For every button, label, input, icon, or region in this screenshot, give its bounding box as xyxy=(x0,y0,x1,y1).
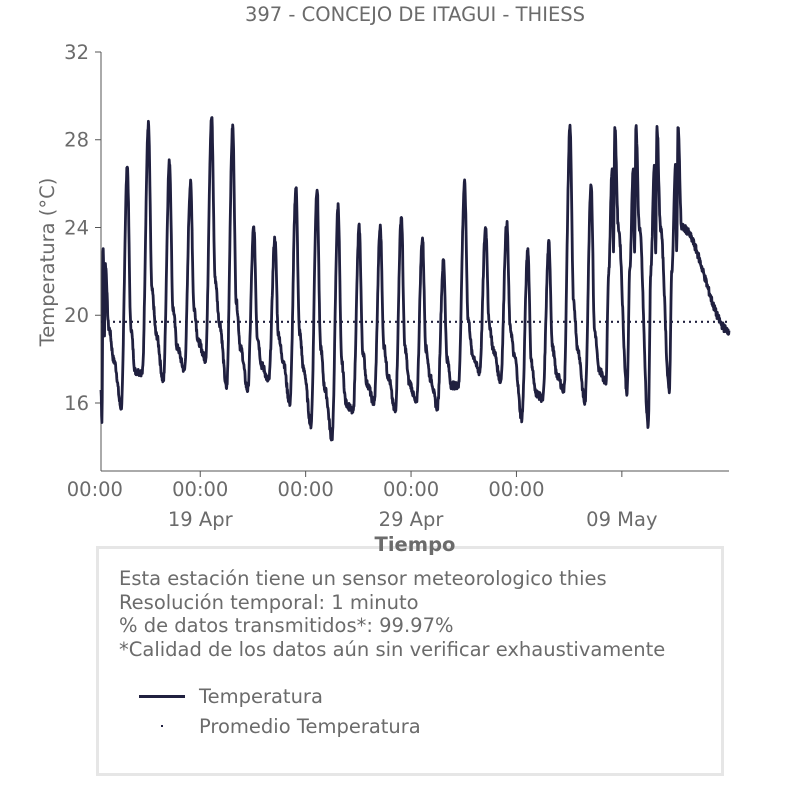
y-tick-label: 20 xyxy=(64,304,89,327)
info-quality-note: *Calidad de los datos aún sin verificar … xyxy=(119,637,666,661)
x-tick-label-date: 19 Apr xyxy=(168,508,234,531)
legend-line-swatch xyxy=(139,681,185,711)
y-tick-label: 28 xyxy=(64,129,89,152)
info-sensor-line: Esta estación tiene un sensor meteorolog… xyxy=(119,567,607,590)
legend-item-promedio: Promedio Temperatura xyxy=(139,711,421,741)
legend: Temperatura Promedio Temperatura xyxy=(139,681,421,741)
x-tick-label-time: 00:00 xyxy=(67,478,123,501)
chart-title: 397 - CONCEJO DE ITAGUI - THIESS xyxy=(245,3,585,26)
x-tick-label-time: 00:00 xyxy=(278,478,334,501)
y-axis-label: Temperatura (°C) xyxy=(36,178,59,348)
legend-label-temperatura: Temperatura xyxy=(199,684,323,708)
info-resolution-line: Resolución temporal: 1 minuto xyxy=(119,590,419,614)
x-tick-label-date: 29 Apr xyxy=(379,508,445,531)
info-transmitted-line: % de datos transmitidos*: 99.97% xyxy=(119,614,454,637)
legend-dot-swatch xyxy=(139,711,185,741)
temperature-chart: 397 - CONCEJO DE ITAGUI - THIESS 16 20 24 2… xyxy=(36,3,731,531)
x-axis: 00:00 00:00 19 Apr 00:00 00:00 29 Apr 00:00 09 … xyxy=(67,470,729,531)
info-box: Esta estación tiene un sensor meteorolog… xyxy=(96,546,724,776)
x-tick-label-time: 00:00 xyxy=(488,478,544,501)
y-tick-label: 24 xyxy=(64,216,89,239)
x-tick-label-date: 09 May xyxy=(586,508,657,531)
info-text: Esta estación tiene un sensor meteorolog… xyxy=(119,567,665,661)
temperature-series-line xyxy=(99,116,731,442)
x-tick-label-time: 00:00 xyxy=(172,478,228,501)
x-tick-label-time: 00:00 xyxy=(383,478,439,501)
legend-item-temperatura: Temperatura xyxy=(139,681,421,711)
legend-label-promedio: Promedio Temperatura xyxy=(199,714,421,738)
y-tick-label: 16 xyxy=(64,392,89,415)
y-axis: 16 20 24 28 32 xyxy=(64,41,102,471)
y-tick-label: 32 xyxy=(64,41,89,64)
